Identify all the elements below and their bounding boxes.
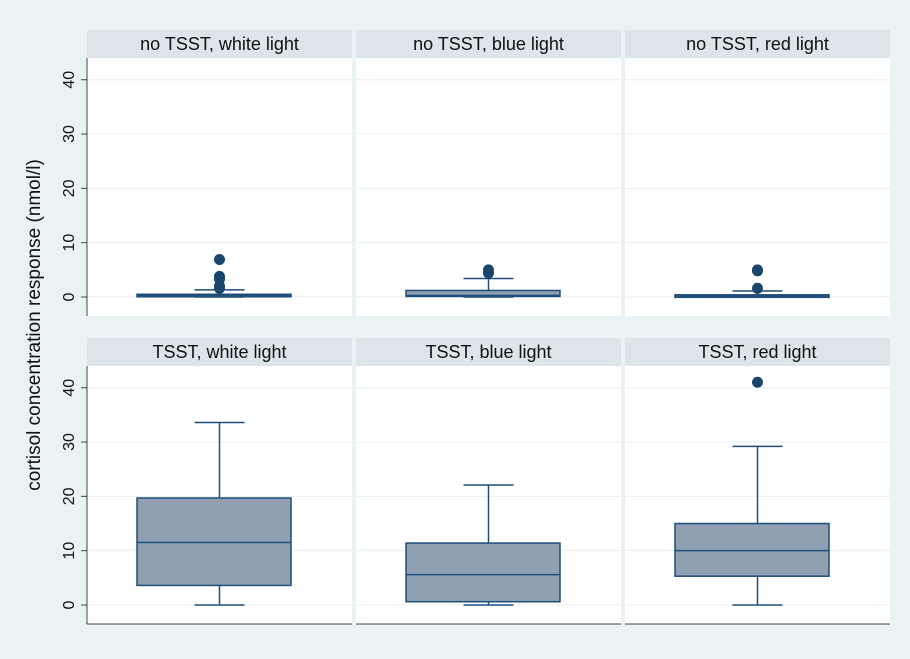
panel: no TSST, red light — [625, 30, 890, 316]
box-iqr — [405, 542, 561, 603]
outlier-point — [483, 267, 494, 279]
outlier-point — [214, 282, 225, 294]
panel: no TSST, blue light — [356, 30, 621, 316]
y-tick-label: 0 — [61, 292, 78, 301]
panel-title: TSST, red light — [698, 342, 816, 362]
panel-strip — [87, 30, 352, 58]
y-tick-label: 30 — [61, 125, 78, 143]
panel: no TSST, white light — [87, 30, 352, 316]
outlier-point — [752, 282, 763, 294]
y-axis-label: cortisol concentration response (nmol/l) — [24, 159, 45, 491]
y-axes-layer: 0 10 20 30 40 0 10 20 30 40 — [61, 58, 88, 624]
y-tick-label: 20 — [61, 487, 78, 505]
panel-title: no TSST, white light — [140, 34, 299, 54]
panel-strip — [356, 30, 621, 58]
y-tick-label: 10 — [61, 542, 78, 560]
panel: TSST, white light — [87, 338, 352, 625]
box-iqr — [405, 289, 561, 298]
panel: TSST, blue light — [356, 338, 621, 625]
box-iqr — [136, 497, 292, 587]
panel-title: no TSST, blue light — [413, 34, 564, 54]
panel-strip — [87, 338, 352, 366]
y-tick-label: 40 — [61, 379, 78, 397]
box-iqr — [674, 522, 830, 577]
y-tick-label: 40 — [61, 71, 78, 89]
panel-strip — [625, 338, 890, 366]
y-axis: 0 10 20 30 40 — [61, 58, 88, 316]
outlier-point — [214, 254, 225, 266]
panel-title: no TSST, red light — [686, 34, 829, 54]
y-tick-label: 0 — [61, 600, 78, 609]
panel-strip — [625, 30, 890, 58]
y-tick-label: 20 — [61, 179, 78, 197]
outlier-point — [752, 265, 763, 277]
panel-title: TSST, blue light — [425, 342, 551, 362]
panel-title: TSST, white light — [152, 342, 286, 362]
y-tick-label: 10 — [61, 234, 78, 252]
outlier-point — [752, 376, 763, 388]
plot-area — [625, 58, 890, 316]
y-tick-label: 30 — [61, 433, 78, 451]
panels-layer: no TSST, white light no TSST, blue light n… — [87, 30, 890, 625]
y-axis: 0 10 20 30 40 — [61, 366, 88, 624]
panel-strip — [356, 338, 621, 366]
panel: TSST, red light — [625, 338, 890, 625]
